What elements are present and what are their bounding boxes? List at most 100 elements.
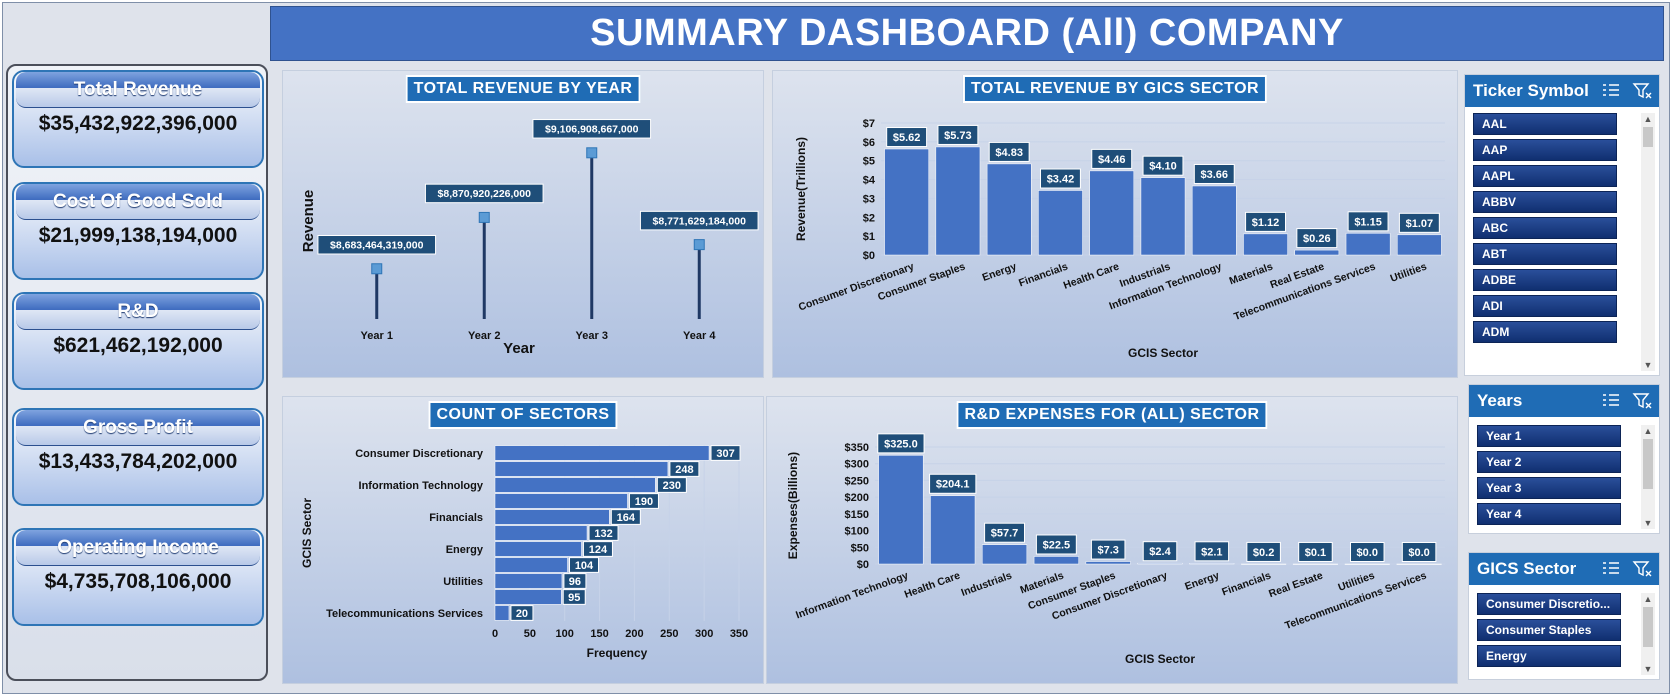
panel-revenue-by-sector: $0 $1 $2 $3 $4 $5 $6 $7 $5.62 Consumer Discretion… xyxy=(772,70,1458,378)
bar-data-label: $7.3 xyxy=(1097,545,1118,557)
bar xyxy=(986,163,1032,256)
y-tick-label: $3 xyxy=(863,193,875,205)
y-tick-label: $300 xyxy=(845,459,869,471)
bar-data-label-bg xyxy=(628,493,659,509)
bar-data-label: $4.46 xyxy=(1098,154,1126,166)
x-tick-label: Information Technology xyxy=(794,569,910,621)
year-data-label-bg xyxy=(639,210,759,231)
bar xyxy=(494,477,656,493)
scroll-up-icon[interactable]: ▲ xyxy=(1643,426,1653,436)
x-tick-label: 200 xyxy=(625,628,643,640)
x-tick-label: Financials xyxy=(1220,569,1273,598)
slicer-item[interactable]: AAP xyxy=(1473,139,1617,161)
y-tick-label: $250 xyxy=(845,475,869,487)
slicer-item[interactable]: AAPL xyxy=(1473,165,1617,187)
bar xyxy=(930,495,976,565)
bar-data-label: $0.0 xyxy=(1408,547,1429,559)
scroll-down-icon[interactable]: ▼ xyxy=(1643,664,1653,674)
scroll-down-icon[interactable]: ▼ xyxy=(1643,518,1653,528)
slicer-item[interactable]: Year 3 xyxy=(1477,477,1621,499)
bar-data-label-bg xyxy=(710,445,741,461)
scroll-down-icon[interactable]: ▼ xyxy=(1643,360,1653,370)
bar xyxy=(1396,563,1442,565)
bar-data-label: $3.42 xyxy=(1047,173,1075,185)
x-axis-title: GCIS Sector xyxy=(1125,652,1195,666)
year-marker xyxy=(586,147,598,159)
multi-select-icon[interactable] xyxy=(1601,82,1621,100)
x-tick-label: Industrials xyxy=(960,569,1014,598)
clear-filter-icon[interactable] xyxy=(1632,392,1653,410)
scroll-up-icon[interactable]: ▲ xyxy=(1643,114,1653,124)
kpi-value: $4,735,708,106,000 xyxy=(44,570,232,593)
bar-data-label: $1.15 xyxy=(1354,216,1382,228)
clear-filter-icon[interactable] xyxy=(1632,82,1653,100)
kpi-label: Total Revenue xyxy=(16,72,260,108)
slicer-item[interactable]: Consumer Discretio... xyxy=(1477,593,1621,615)
clear-filter-icon[interactable] xyxy=(1632,560,1653,578)
slicer-item[interactable]: Year 2 xyxy=(1477,451,1621,473)
kpi-value: $621,462,192,000 xyxy=(53,334,223,357)
bar-data-label-bg xyxy=(984,522,1025,543)
x-tick-label: Financials xyxy=(1017,260,1070,289)
kpi-card-total-revenue: Total Revenue $35,432,922,396,000 xyxy=(12,70,264,168)
bar xyxy=(982,544,1028,565)
bar xyxy=(494,589,562,605)
scroll-thumb[interactable] xyxy=(1643,439,1653,489)
year-data-label: $9,106,908,667,000 xyxy=(545,124,639,136)
bar-data-label: 230 xyxy=(663,480,681,492)
x-tick-label: 350 xyxy=(730,628,748,640)
bar xyxy=(494,445,710,461)
slicer-title: GICS Sector xyxy=(1477,559,1577,578)
chart-title: TOTAL REVENUE BY GICS SECTOR xyxy=(962,75,1268,103)
slicer-item[interactable]: Consumer Staples xyxy=(1477,619,1621,641)
slicer-item[interactable]: ABBV xyxy=(1473,191,1617,213)
slicer-item[interactable]: ADM xyxy=(1473,321,1617,343)
multi-select-icon[interactable] xyxy=(1601,560,1621,578)
bar xyxy=(1397,234,1442,256)
slicer-item[interactable]: Year 4 xyxy=(1477,503,1621,525)
bar-data-label: $1.07 xyxy=(1406,218,1434,230)
bar-data-label: $2.4 xyxy=(1149,546,1171,558)
scroll-thumb[interactable] xyxy=(1643,607,1653,647)
bar xyxy=(935,146,981,256)
kpi-card-cost-of-good-sold: Cost Of Good Sold $21,999,138,194,000 xyxy=(12,182,264,280)
panel-revenue-by-year: $8,683,464,319,000 Year 1 $8,870,920,226,0… xyxy=(282,70,764,378)
scroll-up-icon[interactable]: ▲ xyxy=(1643,594,1653,604)
year-data-label: $8,683,464,319,000 xyxy=(330,240,424,252)
bar-data-label: 95 xyxy=(568,592,580,604)
kpi-card-rd: R&D $621,462,192,000 xyxy=(12,292,264,390)
bar-data-label: $4.10 xyxy=(1149,161,1177,173)
bar-data-label: $4.83 xyxy=(995,147,1023,159)
panel-rd-expenses: $0 $50 $100 $150 $200 $250 $300 $350 $325.0 Infor… xyxy=(766,396,1458,684)
bar-data-label: $57.7 xyxy=(991,528,1019,540)
bar-data-label: $2.1 xyxy=(1201,546,1222,558)
x-tick-label: 50 xyxy=(524,628,536,640)
slicer-item[interactable]: ABC xyxy=(1473,217,1617,239)
bar-data-label: $0.26 xyxy=(1303,233,1331,245)
slicer-item[interactable]: Year 1 xyxy=(1477,425,1621,447)
bar-data-label: 124 xyxy=(589,544,608,556)
slicer-scrollbar[interactable]: ▲ ▼ xyxy=(1641,113,1655,371)
slicer-scrollbar[interactable]: ▲ ▼ xyxy=(1641,425,1655,529)
x-tick-label: Health Care xyxy=(1062,260,1121,291)
slicer-scrollbar[interactable]: ▲ ▼ xyxy=(1641,593,1655,675)
bar-data-label: 96 xyxy=(569,576,581,588)
bar xyxy=(1089,170,1135,256)
kpi-value: $35,432,922,396,000 xyxy=(38,112,238,135)
chart-title: TOTAL REVENUE BY YEAR xyxy=(405,75,641,103)
y-axis-title: Expenses(Billions) xyxy=(786,452,800,559)
slicer-item[interactable]: ADI xyxy=(1473,295,1617,317)
panel-count-of-sectors: 0 50 100 150 200 250 300 350 307 Consumer Discret… xyxy=(282,396,764,684)
x-tick-label: Health Care xyxy=(903,569,962,600)
slicer-item[interactable]: AAL xyxy=(1473,113,1617,135)
slicer-item[interactable]: Energy xyxy=(1477,645,1621,667)
kpi-label: R&D xyxy=(16,294,260,330)
x-tick-label: 150 xyxy=(590,628,608,640)
multi-select-icon[interactable] xyxy=(1601,392,1621,410)
scroll-thumb[interactable] xyxy=(1643,127,1653,147)
slicer-item[interactable]: ADBE xyxy=(1473,269,1617,291)
slicer-item[interactable]: ABT xyxy=(1473,243,1617,265)
y-tick-label: Information Technology xyxy=(359,480,484,492)
bar-data-label-bg xyxy=(1296,228,1338,249)
